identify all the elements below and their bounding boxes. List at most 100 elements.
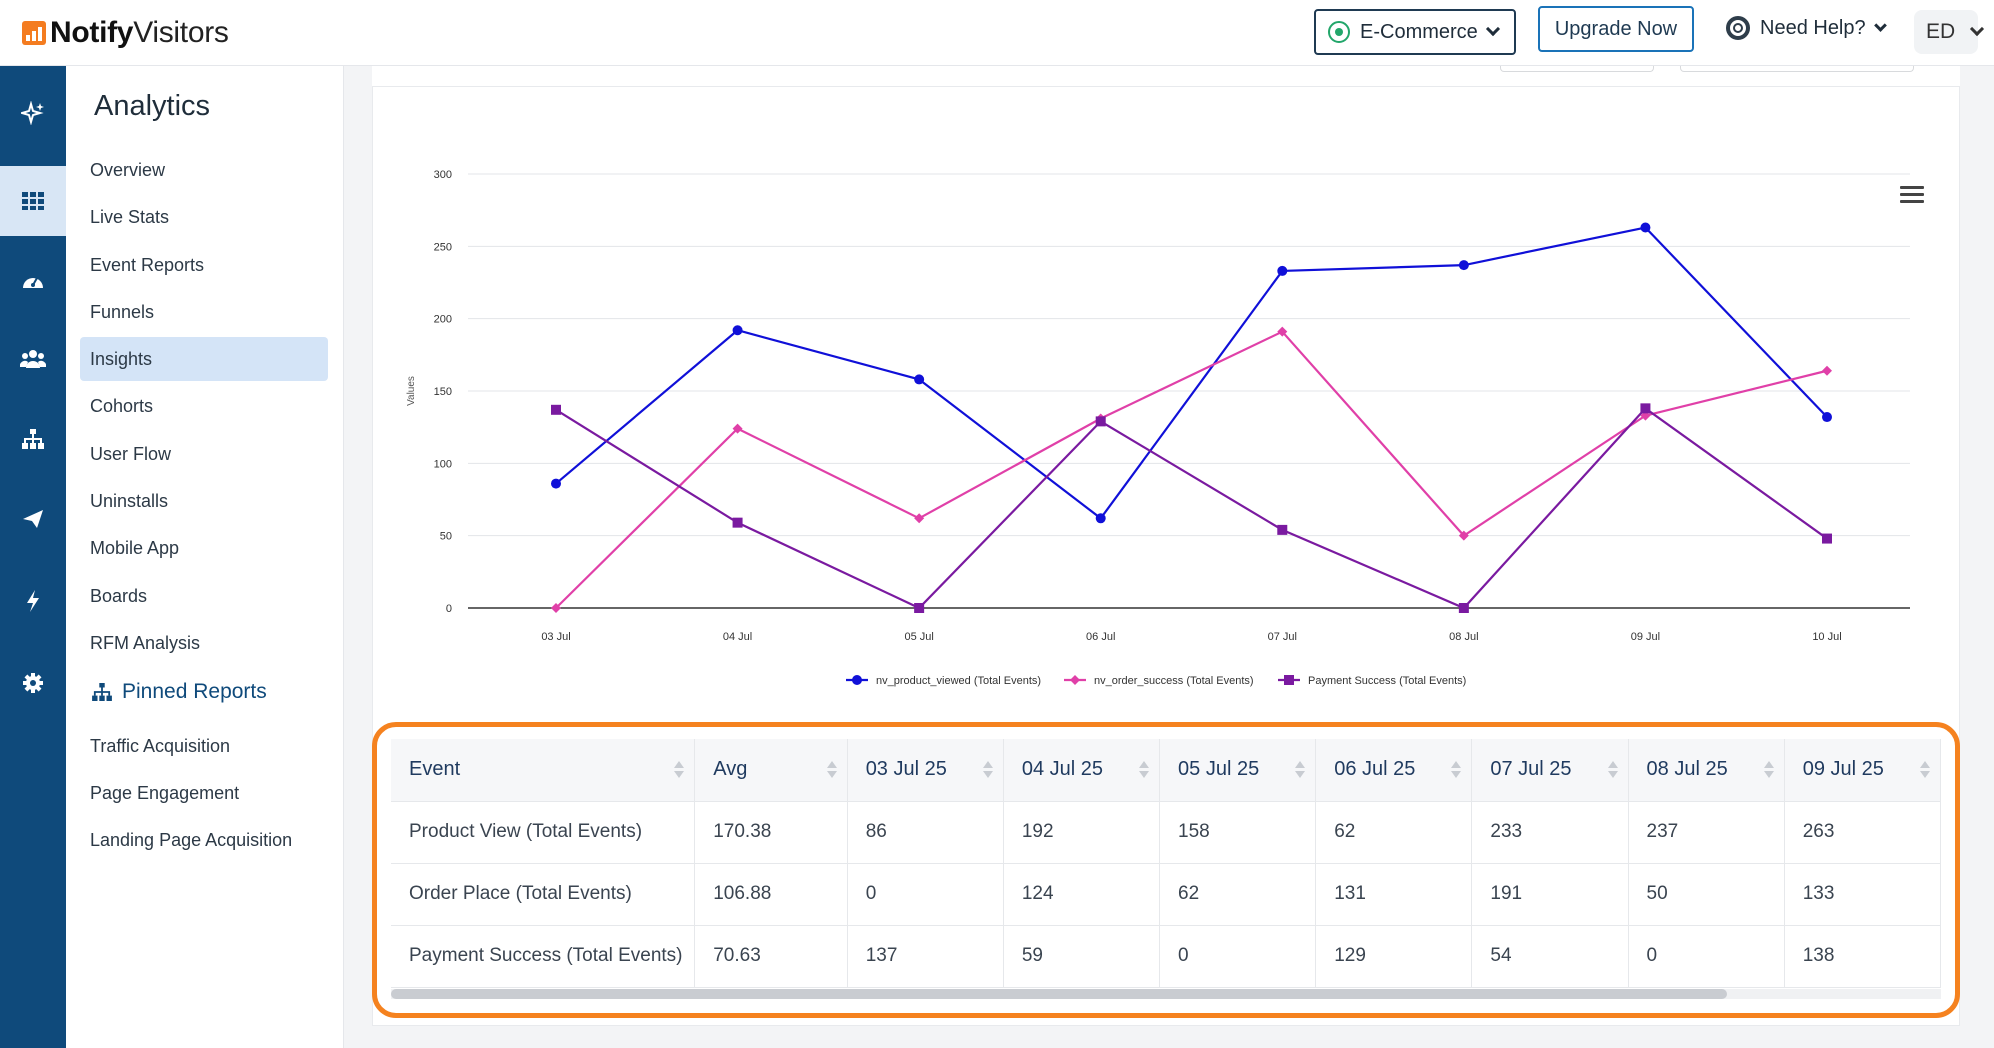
table-row: Order Place (Total Events) 106.88 0 124 … [391, 863, 1941, 926]
y-tick-label: 50 [440, 531, 452, 543]
series-line [555, 226, 1828, 520]
column-header-label: 04 Jul 25 [1021, 758, 1104, 781]
filter-control[interactable] [1500, 66, 1654, 72]
sidebar-item-rfm-analysis[interactable]: RFM Analysis [90, 632, 201, 653]
horizontal-scrollbar[interactable] [391, 989, 1941, 999]
y-tick-label: 250 [434, 241, 452, 253]
grid-icon[interactable] [0, 166, 66, 236]
pinned-item-traffic-acquisition[interactable]: Traffic Acquisition [90, 735, 231, 756]
x-tick-label: 04 Jul [723, 631, 752, 643]
column-header-label: 08 Jul 25 [1646, 758, 1728, 781]
series-line [555, 406, 1828, 610]
data-point [1822, 365, 1832, 376]
sort-icon[interactable] [1451, 761, 1461, 778]
store-selector[interactable]: E-Commerce [1314, 9, 1516, 55]
filter-control[interactable] [1680, 66, 1914, 72]
sidebar-item-uninstalls[interactable]: Uninstalls [90, 490, 169, 511]
column-header[interactable]: 08 Jul 25 [1628, 739, 1785, 802]
table-cell: Product View (Total Events) [391, 801, 696, 864]
table-cell: 137 [847, 925, 1004, 988]
sort-icon[interactable] [1295, 761, 1305, 778]
sort-icon[interactable] [1608, 761, 1618, 778]
y-tick-label: 0 [446, 603, 452, 615]
table-cell: 237 [1628, 801, 1785, 864]
column-header-label: 09 Jul 25 [1802, 758, 1884, 781]
pinned-item-page-engagement[interactable]: Page Engagement [90, 782, 240, 803]
data-table-container: Event Avg 03 Jul 25 04 Jul 25 05 Jul 25 … [391, 739, 1941, 1005]
x-tick-label: 08 Jul [1449, 631, 1478, 643]
sort-icon[interactable] [674, 761, 684, 778]
sidebar-item-mobile-app[interactable]: Mobile App [90, 537, 180, 558]
sparkle-icon[interactable] [0, 78, 66, 148]
y-axis-label: Values [406, 376, 417, 406]
pinned-item-landing-page-acquisition[interactable]: Landing Page Acquisition [90, 829, 293, 850]
sidebar-title: Analytics [94, 90, 211, 122]
sidebar-item-event-reports[interactable]: Event Reports [90, 254, 205, 275]
chart-menu-icon[interactable] [1900, 186, 1924, 204]
sidebar-item-funnels[interactable]: Funnels [90, 301, 155, 322]
sidebar-item-user-flow[interactable]: User Flow [90, 443, 172, 464]
sidebar-item-boards[interactable]: Boards [90, 585, 148, 606]
column-header[interactable]: 09 Jul 25 [1784, 739, 1941, 802]
data-point [551, 478, 561, 489]
data-point [1095, 416, 1106, 427]
table-cell: 86 [847, 801, 1004, 864]
sort-icon[interactable] [1764, 761, 1774, 778]
status-dot-icon [1328, 21, 1350, 43]
data-point [1640, 222, 1651, 233]
lifebuoy-icon [1726, 16, 1750, 40]
brand-logo[interactable]: NotifyVisitors [22, 16, 229, 50]
column-header[interactable]: 04 Jul 25 [1003, 739, 1161, 802]
data-point [551, 603, 561, 613]
table-cell: Payment Success (Total Events) [391, 925, 696, 988]
table-cell: 54 [1471, 925, 1629, 988]
data-point [732, 517, 743, 528]
legend-label: Payment Success (Total Events) [1308, 675, 1466, 687]
sitemap-icon[interactable] [0, 404, 66, 474]
column-header[interactable]: 06 Jul 25 [1315, 739, 1473, 802]
table-cell: 62 [1315, 801, 1473, 864]
upgrade-button[interactable]: Upgrade Now [1538, 6, 1694, 52]
sidebar-item-cohorts[interactable]: Cohorts [90, 395, 154, 416]
sort-icon[interactable] [1920, 761, 1930, 778]
users-icon[interactable] [0, 324, 66, 394]
table-cell: 124 [1003, 863, 1161, 926]
need-help-menu[interactable]: Need Help? [1726, 16, 1887, 40]
column-header[interactable]: Avg [694, 739, 848, 802]
sort-icon[interactable] [827, 761, 837, 778]
data-point [1458, 260, 1469, 271]
legend-marker [852, 675, 862, 685]
brand-name: NotifyVisitors [50, 16, 229, 50]
column-header[interactable]: 05 Jul 25 [1159, 739, 1317, 802]
sidebar-item-live-stats[interactable]: Live Stats [90, 206, 170, 227]
table-cell: 131 [1315, 863, 1473, 926]
sidebar-item-insights[interactable]: Insights [80, 337, 328, 381]
data-point [1458, 603, 1469, 613]
send-icon[interactable] [0, 484, 66, 554]
table-row: Product View (Total Events) 170.38 86 19… [391, 801, 1941, 864]
scrollbar-thumb[interactable] [391, 989, 1727, 999]
pinned-reports-label: Pinned Reports [122, 680, 267, 703]
vertical-scrollbar[interactable] [1984, 66, 1994, 1048]
data-point [914, 374, 925, 385]
column-header[interactable]: 07 Jul 25 [1471, 739, 1629, 802]
dashboard-icon[interactable] [0, 246, 66, 316]
data-point [1640, 403, 1651, 414]
sidebar-item-overview[interactable]: Overview [90, 159, 166, 180]
avatar[interactable]: ED [1914, 10, 1978, 54]
column-header[interactable]: 03 Jul 25 [847, 739, 1004, 802]
legend-marker [1070, 675, 1080, 685]
pinned-reports-heading[interactable]: Pinned Reports [92, 680, 267, 704]
column-header[interactable]: Event [391, 739, 696, 802]
table-cell: 191 [1471, 863, 1629, 926]
series-line [555, 330, 1828, 609]
gear-icon[interactable] [0, 648, 66, 718]
brand-name-rest: Visitors [133, 16, 229, 49]
table-cell: Order Place (Total Events) [391, 863, 696, 926]
bolt-icon[interactable] [0, 566, 66, 636]
data-point [1277, 524, 1288, 535]
sort-icon[interactable] [1139, 761, 1149, 778]
sort-icon[interactable] [983, 761, 993, 778]
table-row: Payment Success (Total Events) 70.63 137… [391, 925, 1941, 988]
table-cell: 70.63 [694, 925, 848, 988]
